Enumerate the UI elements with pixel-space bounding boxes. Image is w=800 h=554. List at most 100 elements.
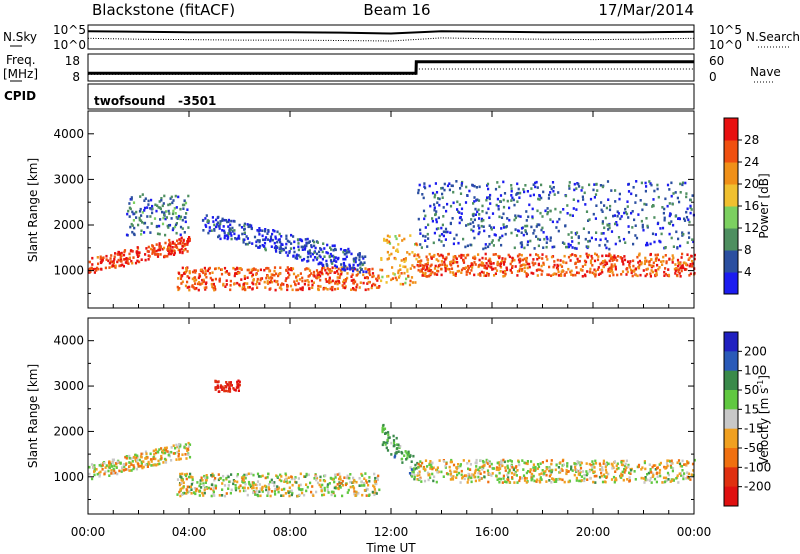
echo-cell xyxy=(611,464,614,467)
echo-cell xyxy=(306,260,309,263)
echo-cell xyxy=(638,259,641,263)
echo-cell xyxy=(657,258,660,262)
echo-cell xyxy=(179,444,182,448)
echo-cell xyxy=(139,195,142,198)
echo-cell xyxy=(264,248,267,252)
echo-cell xyxy=(573,462,576,465)
echo-cell xyxy=(548,479,551,482)
echo-cell xyxy=(605,261,608,265)
echo-cell xyxy=(154,451,158,455)
freq-panel-frame xyxy=(87,53,695,82)
echo-cell xyxy=(227,484,230,487)
echo-cell xyxy=(334,256,337,259)
echo-cell xyxy=(288,480,291,484)
echo-cell xyxy=(214,485,218,488)
echo-cell xyxy=(380,258,383,261)
echo-cell xyxy=(221,229,224,232)
echo-cell xyxy=(589,267,592,271)
echo-cell xyxy=(137,462,140,466)
echo-cell xyxy=(235,266,239,270)
echo-cell xyxy=(116,472,119,476)
echo-cell xyxy=(336,270,339,273)
echo-cell xyxy=(595,204,598,207)
echo-cell xyxy=(671,467,675,470)
echo-cell xyxy=(425,255,428,259)
echo-cell xyxy=(390,441,393,445)
echo-cell xyxy=(198,489,202,493)
echo-cell xyxy=(446,472,449,476)
echo-cell xyxy=(193,287,196,290)
echo-cell xyxy=(171,212,175,216)
echo-cell xyxy=(688,220,691,224)
echo-cell xyxy=(523,246,526,250)
echo-cell xyxy=(627,190,631,193)
echo-cell xyxy=(131,261,134,265)
echo-cell xyxy=(151,207,154,211)
echo-cell xyxy=(128,465,131,468)
echo-cell xyxy=(185,212,188,215)
echo-cell xyxy=(169,202,172,206)
echo-cell xyxy=(178,249,181,252)
echo-cell xyxy=(123,249,127,252)
echo-cell xyxy=(176,285,179,289)
echo-cell xyxy=(146,206,149,209)
echo-cell xyxy=(274,245,277,248)
echo-cell xyxy=(670,466,673,469)
echo-cell xyxy=(286,481,289,485)
echo-cell xyxy=(138,216,141,220)
echo-cell xyxy=(213,288,216,292)
echo-cell xyxy=(510,189,513,193)
echo-cell xyxy=(361,474,364,477)
echo-cell xyxy=(328,276,331,280)
echo-cell xyxy=(230,219,233,223)
echo-cell xyxy=(172,452,175,455)
echo-cell xyxy=(452,271,455,274)
echo-cell xyxy=(188,276,191,280)
echo-cell xyxy=(227,225,230,228)
echo-cell xyxy=(114,264,117,268)
echo-cell xyxy=(317,271,320,275)
echo-cell xyxy=(324,474,327,477)
echo-cell xyxy=(304,475,307,478)
echo-cell xyxy=(663,207,666,211)
echo-cell xyxy=(422,467,426,471)
echo-cell xyxy=(239,267,242,270)
echo-cell xyxy=(680,465,684,468)
echo-cell xyxy=(201,479,204,482)
echo-cell xyxy=(457,241,460,245)
echo-cell xyxy=(363,484,366,487)
echo-cell xyxy=(532,263,535,267)
echo-cell xyxy=(571,253,574,256)
echo-cell xyxy=(553,478,556,482)
echo-cell xyxy=(588,270,592,274)
echo-cell xyxy=(422,234,425,238)
echo-cell xyxy=(440,470,443,474)
echo-cell xyxy=(517,214,520,218)
echo-cell xyxy=(574,465,577,469)
echo-cell xyxy=(612,273,615,277)
echo-cell xyxy=(138,218,141,222)
echo-cell xyxy=(483,464,486,467)
echo-cell xyxy=(474,213,477,216)
echo-cell xyxy=(98,471,101,475)
echo-cell xyxy=(555,480,558,483)
echo-cell xyxy=(550,187,553,191)
echo-cell xyxy=(487,480,490,484)
echo-cell xyxy=(644,274,647,278)
echo-cell xyxy=(299,483,302,487)
echo-cell xyxy=(348,263,351,267)
echo-cell xyxy=(269,287,272,290)
echo-cell xyxy=(275,246,278,250)
echo-cell xyxy=(478,217,481,220)
echo-cell xyxy=(313,256,317,259)
echo-cell xyxy=(321,257,324,261)
echo-cell xyxy=(530,187,533,190)
echo-cell xyxy=(258,233,261,236)
echo-cell xyxy=(339,269,342,272)
noise-search-line xyxy=(87,37,695,42)
echo-cell xyxy=(243,222,246,226)
echo-cell xyxy=(243,486,246,490)
echo-cell xyxy=(473,261,476,264)
echo-cell xyxy=(579,463,582,467)
